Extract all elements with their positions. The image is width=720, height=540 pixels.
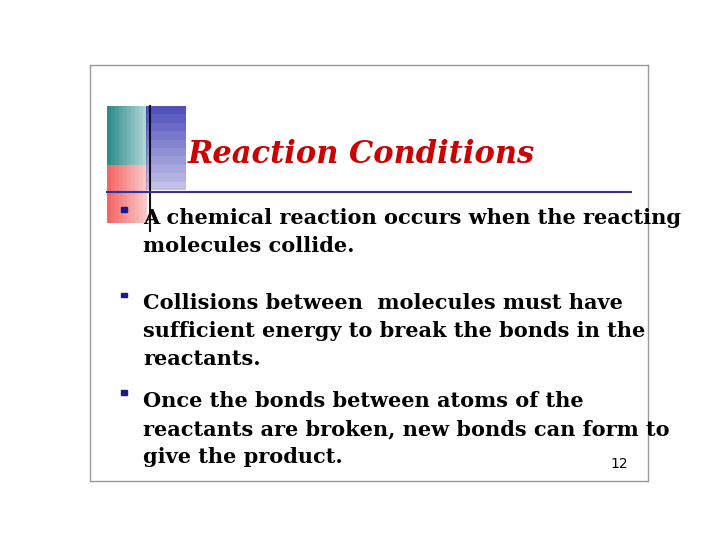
Text: Once the bonds between atoms of the
reactants are broken, new bonds can form to
: Once the bonds between atoms of the reac…: [143, 391, 670, 467]
Bar: [121, 207, 127, 212]
Text: Reaction Conditions: Reaction Conditions: [188, 139, 535, 170]
Bar: [121, 390, 127, 395]
Text: 12: 12: [611, 457, 629, 471]
Bar: [121, 293, 127, 297]
Text: Collisions between  molecules must have
sufficient energy to break the bonds in : Collisions between molecules must have s…: [143, 294, 645, 369]
Text: A chemical reaction occurs when the reacting
molecules collide.: A chemical reaction occurs when the reac…: [143, 208, 681, 256]
